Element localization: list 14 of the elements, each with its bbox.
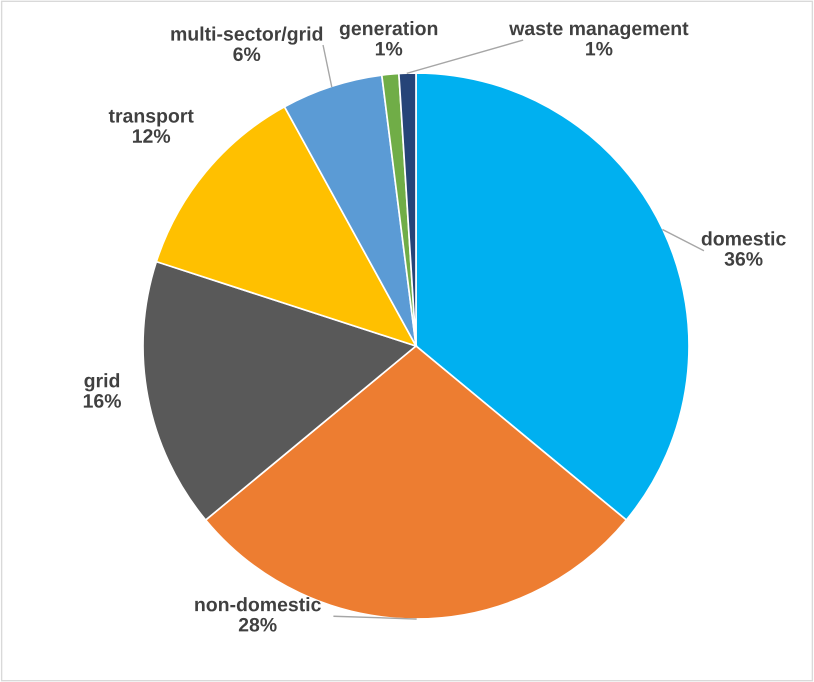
slice-label: generation [340, 21, 438, 40]
data-label: 12% [132, 129, 170, 143]
slice-label: domestic [702, 231, 786, 246]
data-label: 1% [586, 42, 612, 56]
data-label: 1% [376, 42, 402, 56]
slice-label: transport [108, 110, 194, 127]
slice-label: non-domestic [195, 597, 321, 612]
data-label: 28% [238, 618, 277, 632]
data-label: 6% [233, 47, 260, 62]
data-label: 16% [84, 394, 121, 408]
slice-label: multi-sector/grid [171, 26, 322, 45]
slice-label: waste management [509, 22, 688, 40]
slice-label: grid [84, 373, 120, 392]
data-label: 36% [724, 252, 763, 266]
